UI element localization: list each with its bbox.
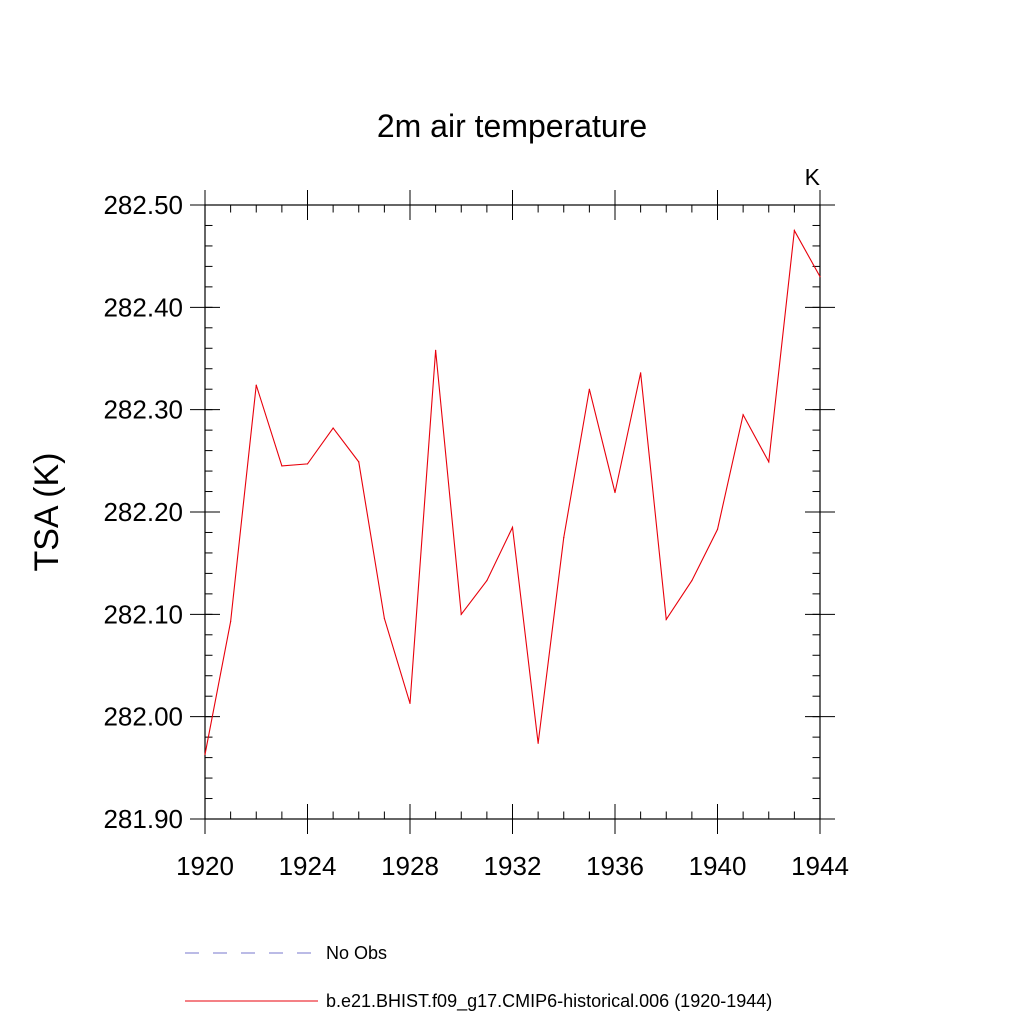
data-point [383,617,385,620]
y-tick-label: 282.50 [103,190,183,220]
x-tick-label: 1940 [689,851,747,881]
data-point [768,461,770,463]
data-point [537,742,539,744]
data-point [409,702,411,704]
data-point [588,388,590,390]
chart-title: 2m air temperature [377,108,647,144]
x-tick-label: 1936 [586,851,644,881]
data-point [306,463,309,465]
data-point [255,384,257,386]
data-point [691,579,693,582]
units-label: K [805,164,821,190]
legend-label-no-obs: No Obs [326,943,387,963]
y-tick-label: 282.10 [103,599,183,629]
series-layer [204,228,821,756]
y-tick-label: 282.20 [103,497,183,527]
data-point [281,465,283,467]
x-tick-label: 1928 [381,851,439,881]
data-point [332,427,334,429]
plot-frame [204,204,821,820]
data-point [435,349,437,351]
x-tick-label: 1920 [176,851,234,881]
data-point [614,491,616,494]
data-point [230,620,232,623]
x-tick-label: 1932 [484,851,542,881]
series-line-0 [204,228,821,755]
x-tick-label: 1944 [791,851,849,881]
data-point [640,372,642,374]
data-point [665,618,667,621]
y-tick-label: 282.30 [103,395,183,425]
legend-label-model: b.e21.BHIST.f09_g17.CMIP6-historical.006… [326,991,772,1012]
y-tick-labels: 281.90 282.00 282.10 282.20 282.30 282.40 282.… [103,190,183,834]
data-point [204,753,206,756]
x-tick-label: 1924 [279,851,337,881]
data-point [742,414,744,416]
legend: No Obs b.e21.BHIST.f09_g17.CMIP6-histori… [185,943,772,1012]
data-point [716,528,719,530]
y-tick-label: 282.40 [103,292,183,322]
data-point [511,526,514,528]
y-axis-label: TSA (K) [28,452,66,571]
y-tick-label: 282.00 [103,702,183,732]
data-point [460,613,462,615]
data-point [793,229,795,232]
data-point [358,461,360,463]
data-point [563,536,565,539]
y-tick-label: 281.90 [103,804,183,834]
axis-ticks [190,190,835,834]
data-point [486,579,488,582]
data-point [819,276,821,278]
x-tick-labels: 1920 1924 1928 1932 1936 1940 1944 [176,851,849,881]
